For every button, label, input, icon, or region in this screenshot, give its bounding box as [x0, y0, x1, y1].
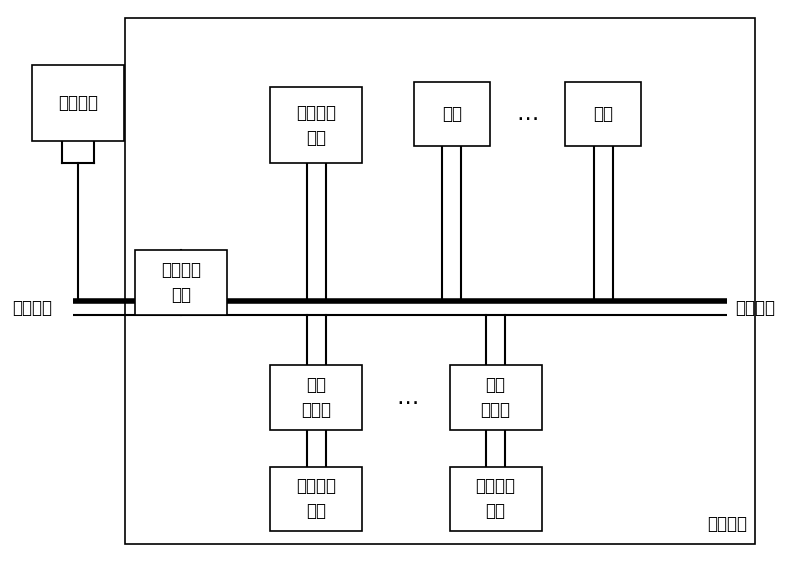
Text: 微型
逆变器: 微型 逆变器: [481, 376, 510, 419]
Text: …: …: [516, 104, 538, 124]
Text: 负荷: 负荷: [594, 105, 614, 123]
Text: 外部电网: 外部电网: [58, 94, 98, 112]
Text: 光伏电池
组件: 光伏电池 组件: [296, 477, 336, 520]
Bar: [450, 366, 542, 430]
Bar: [270, 467, 362, 531]
Bar: [566, 81, 641, 146]
Bar: [32, 64, 124, 141]
Bar: [270, 366, 362, 430]
Text: …: …: [397, 388, 419, 408]
Bar: [270, 87, 362, 163]
Text: 外网母线: 外网母线: [12, 299, 52, 317]
Text: 能量监控
中心: 能量监控 中心: [296, 103, 336, 146]
Text: 微型
逆变器: 微型 逆变器: [302, 376, 331, 419]
Bar: [125, 18, 754, 544]
Text: 保护隔离
装置: 保护隔离 装置: [161, 261, 201, 304]
Bar: [414, 81, 490, 146]
Bar: [135, 250, 226, 315]
Text: 负荷: 负荷: [442, 105, 462, 123]
Bar: [450, 467, 542, 531]
Text: 微网母线: 微网母线: [734, 299, 774, 317]
Text: 微型电网: 微型电网: [706, 515, 746, 533]
Text: 光伏电池
组件: 光伏电池 组件: [476, 477, 516, 520]
